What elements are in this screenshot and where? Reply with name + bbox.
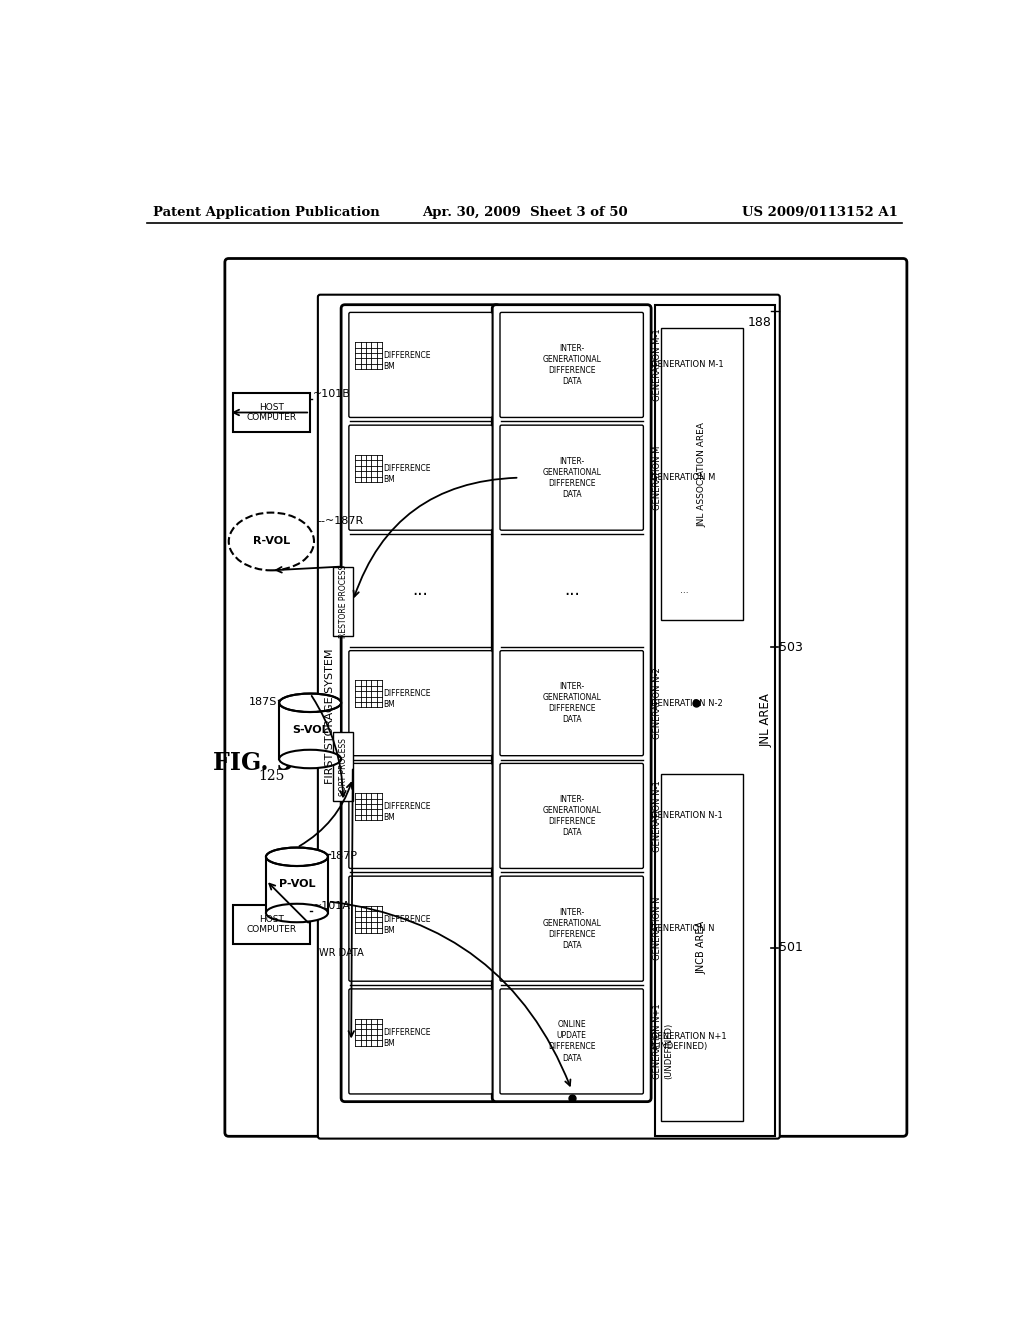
- FancyBboxPatch shape: [500, 763, 643, 869]
- Text: GENERATION N: GENERATION N: [653, 896, 663, 961]
- Text: GENERATION N-1: GENERATION N-1: [653, 780, 663, 851]
- Bar: [334, 566, 352, 636]
- Text: ...: ...: [413, 581, 428, 599]
- Text: P-VOL: P-VOL: [279, 879, 315, 890]
- FancyBboxPatch shape: [317, 294, 779, 1139]
- Bar: [662, 775, 742, 1121]
- FancyBboxPatch shape: [341, 305, 500, 1102]
- Text: GENERATION N+1
(UNDEFINED): GENERATION N+1 (UNDEFINED): [651, 1032, 727, 1051]
- Bar: [662, 327, 742, 620]
- Bar: [266, 857, 328, 913]
- FancyBboxPatch shape: [349, 763, 493, 869]
- FancyBboxPatch shape: [349, 876, 493, 981]
- Text: DIFFERENCE
BM: DIFFERENCE BM: [384, 689, 431, 709]
- Text: R-VOL: R-VOL: [253, 536, 290, 546]
- Text: SORT PROCESS: SORT PROCESS: [339, 738, 347, 796]
- Ellipse shape: [228, 512, 314, 570]
- Text: GENERATION M: GENERATION M: [653, 445, 663, 510]
- FancyBboxPatch shape: [349, 651, 493, 755]
- Text: 501: 501: [779, 941, 803, 954]
- Text: 125: 125: [258, 770, 285, 783]
- FancyBboxPatch shape: [225, 259, 907, 1137]
- FancyBboxPatch shape: [349, 425, 493, 531]
- Text: INTER-
GENERATIONAL
DIFFERENCE
DATA: INTER- GENERATIONAL DIFFERENCE DATA: [543, 908, 601, 950]
- Bar: [232, 393, 310, 432]
- Bar: [280, 702, 341, 759]
- Ellipse shape: [266, 904, 328, 923]
- Text: US 2009/0113152 A1: US 2009/0113152 A1: [742, 206, 898, 219]
- Text: JNL AREA: JNL AREA: [760, 693, 772, 747]
- FancyBboxPatch shape: [500, 425, 643, 531]
- Text: --~187R: --~187R: [317, 516, 365, 527]
- Text: 503: 503: [779, 640, 803, 653]
- Text: INTER-
GENERATIONAL
DIFFERENCE
DATA: INTER- GENERATIONAL DIFFERENCE DATA: [543, 795, 601, 837]
- FancyBboxPatch shape: [500, 876, 643, 981]
- FancyBboxPatch shape: [349, 989, 493, 1094]
- Text: DIFFERENCE
BM: DIFFERENCE BM: [384, 351, 431, 371]
- Text: INTER-
GENERATIONAL
DIFFERENCE
DATA: INTER- GENERATIONAL DIFFERENCE DATA: [543, 682, 601, 725]
- Text: GENERATION M-1: GENERATION M-1: [651, 360, 724, 370]
- Text: GENERATION N: GENERATION N: [651, 924, 715, 933]
- FancyBboxPatch shape: [500, 313, 643, 417]
- Text: DIFFERENCE
BM: DIFFERENCE BM: [384, 1027, 431, 1048]
- Text: ~101A: ~101A: [312, 902, 350, 911]
- Text: ~101B: ~101B: [312, 389, 350, 400]
- Text: WR DATA: WR DATA: [319, 948, 365, 957]
- Text: HOST
COMPUTER: HOST COMPUTER: [247, 915, 296, 935]
- Text: Patent Application Publication: Patent Application Publication: [153, 206, 380, 219]
- Text: JNCB AREA: JNCB AREA: [697, 921, 707, 974]
- Text: INTER-
GENERATIONAL
DIFFERENCE
DATA: INTER- GENERATIONAL DIFFERENCE DATA: [543, 343, 601, 385]
- Text: INTER-
GENERATIONAL
DIFFERENCE
DATA: INTER- GENERATIONAL DIFFERENCE DATA: [543, 457, 601, 499]
- Text: GENERATION M-1: GENERATION M-1: [653, 329, 663, 401]
- Text: 187P: 187P: [331, 851, 358, 862]
- FancyBboxPatch shape: [500, 989, 643, 1094]
- Text: GENERATION N+1
(UNDEFINED): GENERATION N+1 (UNDEFINED): [653, 1003, 673, 1080]
- FancyBboxPatch shape: [500, 651, 643, 755]
- Text: 187S: 187S: [249, 697, 276, 708]
- Text: GENERATION N-2: GENERATION N-2: [653, 668, 663, 739]
- Text: DIFFERENCE
BM: DIFFERENCE BM: [384, 463, 431, 484]
- Text: S-VOL: S-VOL: [292, 725, 329, 735]
- Ellipse shape: [280, 750, 341, 768]
- Text: HOST
COMPUTER: HOST COMPUTER: [247, 403, 296, 422]
- Ellipse shape: [266, 847, 328, 866]
- FancyBboxPatch shape: [493, 305, 651, 1102]
- Text: Apr. 30, 2009  Sheet 3 of 50: Apr. 30, 2009 Sheet 3 of 50: [422, 206, 628, 219]
- Text: 188: 188: [748, 317, 771, 329]
- Bar: [334, 733, 352, 801]
- Text: ONLINE
UPDATE
DIFFERENCE
DATA: ONLINE UPDATE DIFFERENCE DATA: [548, 1020, 595, 1063]
- Text: FIRST STORAGE SYSTEM: FIRST STORAGE SYSTEM: [326, 649, 335, 784]
- Text: GENERATION M: GENERATION M: [651, 473, 716, 482]
- Bar: [232, 906, 310, 944]
- Text: ...: ...: [680, 586, 688, 595]
- FancyBboxPatch shape: [349, 313, 493, 417]
- Text: FIG. 3: FIG. 3: [213, 751, 293, 775]
- Text: DIFFERENCE
BM: DIFFERENCE BM: [384, 915, 431, 935]
- Text: GENERATION N-1: GENERATION N-1: [651, 812, 723, 821]
- Ellipse shape: [280, 693, 341, 711]
- Text: RESTORE PROCESS: RESTORE PROCESS: [339, 565, 347, 638]
- Text: DIFFERENCE
BM: DIFFERENCE BM: [384, 803, 431, 822]
- Bar: [655, 305, 775, 1137]
- Text: ...: ...: [564, 581, 580, 599]
- Text: JNL ASSOCIATION AREA: JNL ASSOCIATION AREA: [697, 421, 707, 527]
- Text: GENERATION N-2: GENERATION N-2: [651, 698, 723, 708]
